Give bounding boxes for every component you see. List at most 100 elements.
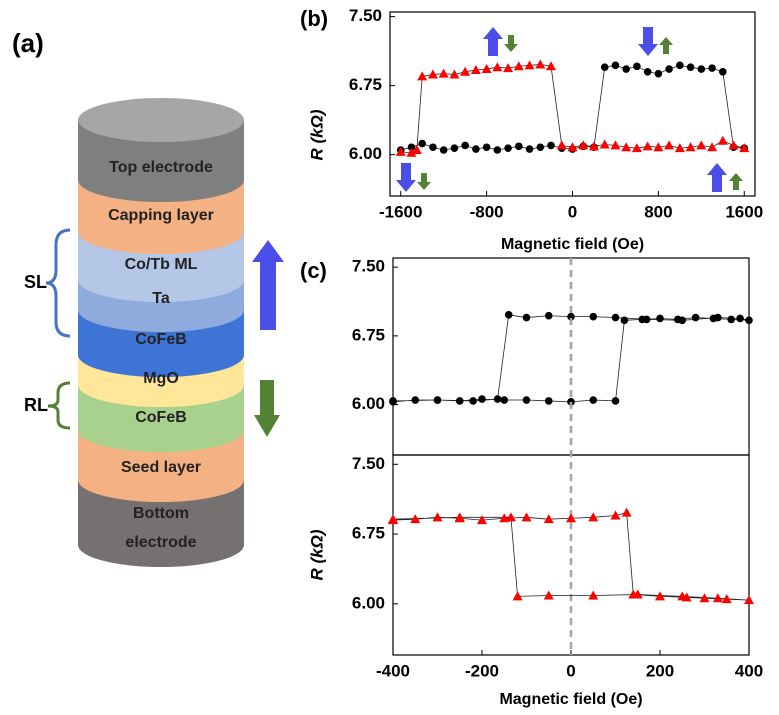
x-tick-label: 0 <box>568 202 577 221</box>
x-tick-label: -200 <box>465 661 499 680</box>
point <box>429 143 437 151</box>
point <box>455 512 465 521</box>
y-axis-label: R (kΩ) <box>307 109 326 160</box>
bracket-label: RL <box>24 395 48 415</box>
x-tick-label: -400 <box>376 661 410 680</box>
stack-diagram: (a) Top electrode Capping layer Co/Tb ML… <box>12 28 284 567</box>
chart: (b)6.006.757.50-1600-80008001600Magnetic… <box>300 6 763 253</box>
point <box>718 136 728 145</box>
point <box>692 314 700 322</box>
y-tick-label: 7.50 <box>349 6 382 25</box>
bracket <box>46 230 70 336</box>
layer-label: Top electrode <box>109 159 213 176</box>
y-axis-label: R (kΩ) <box>307 529 326 580</box>
point <box>434 396 442 404</box>
plot-frame <box>390 12 755 196</box>
point <box>655 70 663 78</box>
point <box>557 140 567 149</box>
point <box>494 146 502 154</box>
layer-label: Capping layer <box>108 207 214 224</box>
y-tick-label: 7.50 <box>352 257 385 276</box>
point <box>523 396 531 404</box>
y-tick-label: 6.00 <box>352 394 385 413</box>
point <box>472 145 480 153</box>
point <box>461 142 469 150</box>
x-tick-label: 800 <box>644 202 672 221</box>
point <box>698 65 706 73</box>
point <box>494 395 502 403</box>
point <box>612 397 620 405</box>
point <box>439 69 449 78</box>
y-tick-label: 6.75 <box>349 75 382 94</box>
point <box>505 311 513 319</box>
point <box>600 139 610 148</box>
arrow <box>252 240 284 330</box>
layer-label: Bottom <box>133 505 189 522</box>
point <box>708 64 716 72</box>
point <box>589 313 597 321</box>
point <box>478 395 486 403</box>
point <box>687 63 695 71</box>
point <box>536 143 544 151</box>
point <box>544 590 554 599</box>
point <box>440 146 448 154</box>
layer-label: CoFeB <box>135 409 187 426</box>
point <box>656 315 664 323</box>
point <box>696 140 706 149</box>
layer-label: electrode <box>125 534 196 551</box>
x-tick-label: 1600 <box>725 202 763 221</box>
point <box>622 508 632 517</box>
arrow <box>707 163 727 192</box>
point <box>612 314 620 322</box>
x-tick-label: -1600 <box>379 202 422 221</box>
point <box>545 397 553 405</box>
point <box>678 317 686 325</box>
point <box>676 62 684 70</box>
point <box>736 315 744 323</box>
point <box>522 512 532 521</box>
point <box>745 317 753 325</box>
layer-label: Co/Tb ML <box>125 256 198 273</box>
point <box>523 314 531 322</box>
point <box>388 514 398 523</box>
layer-label: Ta <box>152 290 170 307</box>
x-tick-label: 200 <box>646 661 674 680</box>
point <box>418 140 426 148</box>
point <box>714 314 722 322</box>
cylinder-top <box>78 98 244 142</box>
point <box>633 62 641 70</box>
layer-label: CoFeB <box>135 331 187 348</box>
point <box>643 316 651 324</box>
point <box>621 317 629 325</box>
point <box>504 144 512 152</box>
y-tick-label: 6.00 <box>349 144 382 163</box>
point <box>601 63 609 71</box>
point <box>500 396 508 404</box>
point <box>411 396 419 404</box>
layer-label: MgO <box>143 370 179 387</box>
y-tick-label: 6.75 <box>352 325 385 344</box>
arrow <box>729 173 743 190</box>
point <box>643 141 653 150</box>
bracket <box>48 383 70 428</box>
panel-label: (b) <box>300 6 328 31</box>
point <box>389 397 397 405</box>
arrow <box>483 27 503 56</box>
point <box>535 59 545 68</box>
point <box>727 316 735 324</box>
point <box>622 65 630 73</box>
arrow <box>638 27 658 56</box>
x-axis-label: Magnetic field (Oe) <box>499 691 642 708</box>
point <box>644 68 652 76</box>
point <box>545 312 553 320</box>
y-tick-label: 6.75 <box>352 524 385 543</box>
arrow <box>417 173 431 190</box>
point <box>665 65 673 73</box>
point <box>547 142 555 150</box>
layer-label: Seed layer <box>121 459 201 476</box>
panel-label: (c) <box>300 258 327 283</box>
point <box>506 512 516 521</box>
point <box>729 140 739 149</box>
x-tick-label: 400 <box>735 661 763 680</box>
point <box>612 62 620 70</box>
